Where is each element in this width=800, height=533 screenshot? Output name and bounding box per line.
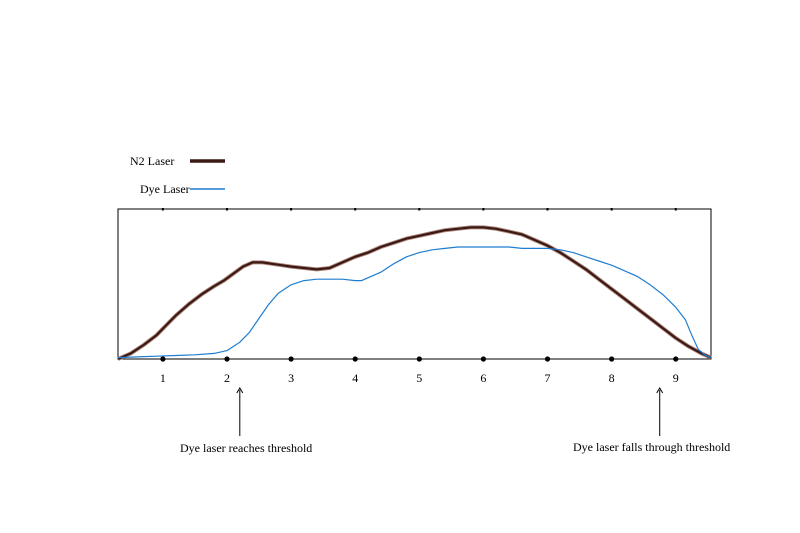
x-tick-label-6: 6 [480,371,486,385]
x-tick-mark-4 [352,356,358,362]
x-tick-mark-5 [416,356,422,362]
x-tick-mark-8 [609,356,615,362]
x-tick-label-5: 5 [416,371,422,385]
x-tick-mark-3 [288,356,294,362]
x-tick-label-7: 7 [545,371,551,385]
annotation-text-1: Dye laser falls through threshold [573,440,730,454]
series-layer [117,225,712,361]
series-n2-line [117,226,712,361]
x-tick-mark-1 [160,356,166,362]
x-tick-label-2: 2 [224,371,230,385]
x-tick-label-8: 8 [609,371,615,385]
x-tick-label-4: 4 [352,371,358,385]
legend-label-n2: N2 Laser [130,154,174,168]
x-tick-label-9: 9 [673,371,679,385]
annotations-layer: Dye laser reaches threshold Dye laser fal… [180,387,730,455]
x-axis-ticks: 1 2 3 4 5 6 7 8 9 [160,208,679,385]
annotation-arrowhead-1 [656,387,664,394]
annotation-arrowhead-0 [236,387,244,394]
plot-frame [117,208,712,360]
x-tick-mark-9 [673,356,679,362]
x-tick-label-1: 1 [160,371,166,385]
x-tick-mark-6 [480,356,487,362]
legend-label-dye: Dye Laser [140,182,190,196]
series-n2-halo [117,225,712,361]
legend: N2 Laser Dye Laser [130,154,225,196]
series-dye-line [117,246,712,359]
x-tick-mark-2 [224,356,230,362]
x-tick-label-3: 3 [288,371,294,385]
annotation-text-0: Dye laser reaches threshold [180,441,312,455]
x-tick-mark-7 [544,356,551,362]
